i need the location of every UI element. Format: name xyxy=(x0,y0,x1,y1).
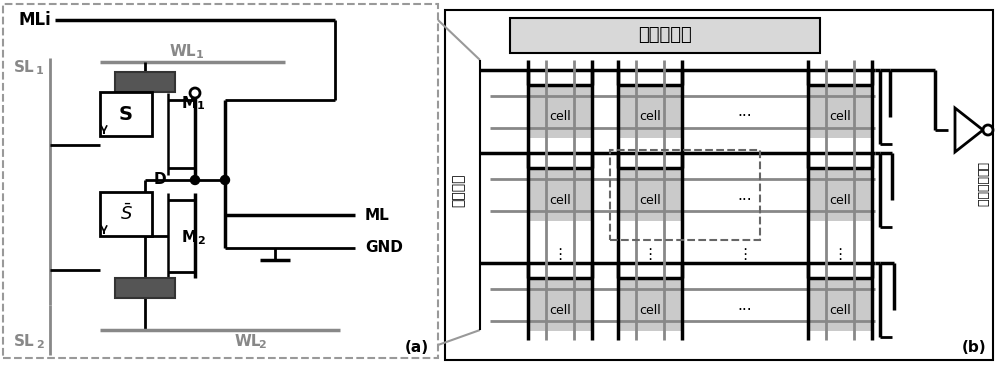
Bar xyxy=(610,150,760,240)
Polygon shape xyxy=(955,108,983,152)
Bar xyxy=(808,169,872,221)
Text: GND: GND xyxy=(365,240,403,255)
Bar xyxy=(528,279,592,331)
Text: 1: 1 xyxy=(196,50,204,60)
Text: cell: cell xyxy=(639,304,661,316)
Text: SL: SL xyxy=(14,334,35,349)
Text: M: M xyxy=(182,95,197,110)
Text: M: M xyxy=(182,230,197,246)
Text: MLi: MLi xyxy=(18,11,51,29)
Text: 区相比放大路: 区相比放大路 xyxy=(976,163,988,207)
Circle shape xyxy=(190,88,200,98)
Bar xyxy=(3,4,438,358)
Bar xyxy=(618,86,682,138)
Text: ⋮: ⋮ xyxy=(642,247,658,262)
Text: 字线驱动: 字线驱动 xyxy=(451,173,465,207)
Text: WL: WL xyxy=(235,334,262,349)
Text: ···: ··· xyxy=(738,302,752,317)
Text: 1: 1 xyxy=(36,66,44,76)
Text: S: S xyxy=(119,105,133,124)
Text: 搜索缓冲区: 搜索缓冲区 xyxy=(638,26,692,44)
Text: SL: SL xyxy=(14,61,35,76)
Text: 2: 2 xyxy=(197,236,205,246)
Bar xyxy=(100,192,152,236)
Bar xyxy=(808,279,872,331)
Text: cell: cell xyxy=(549,110,571,124)
Text: cell: cell xyxy=(829,304,851,316)
Text: 2: 2 xyxy=(36,340,44,350)
Text: cell: cell xyxy=(639,110,661,124)
Text: 2: 2 xyxy=(258,340,266,350)
Text: (a): (a) xyxy=(405,341,429,356)
Bar xyxy=(445,10,993,360)
Text: cell: cell xyxy=(549,193,571,207)
Bar xyxy=(808,86,872,138)
Bar xyxy=(510,18,820,53)
Text: ···: ··· xyxy=(738,193,752,207)
Text: WL: WL xyxy=(170,44,196,59)
Text: cell: cell xyxy=(549,304,571,316)
Bar xyxy=(115,278,175,298)
Bar xyxy=(528,86,592,138)
Text: $\bar{S}$: $\bar{S}$ xyxy=(120,204,132,224)
Text: D: D xyxy=(154,172,167,188)
Bar xyxy=(618,169,682,221)
Text: cell: cell xyxy=(639,193,661,207)
Text: cell: cell xyxy=(829,110,851,124)
Bar xyxy=(100,92,152,136)
Text: ML: ML xyxy=(365,207,390,222)
Bar xyxy=(115,72,175,92)
Text: 1: 1 xyxy=(197,101,205,111)
Text: (b): (b) xyxy=(962,341,987,356)
Circle shape xyxy=(983,125,993,135)
Text: cell: cell xyxy=(829,193,851,207)
Text: ⋮: ⋮ xyxy=(552,247,568,262)
Bar xyxy=(528,169,592,221)
Text: ⋮: ⋮ xyxy=(832,247,848,262)
Circle shape xyxy=(190,175,200,185)
Circle shape xyxy=(220,175,230,185)
Bar xyxy=(618,279,682,331)
Text: ⋮: ⋮ xyxy=(737,247,753,262)
Text: ···: ··· xyxy=(738,109,752,124)
